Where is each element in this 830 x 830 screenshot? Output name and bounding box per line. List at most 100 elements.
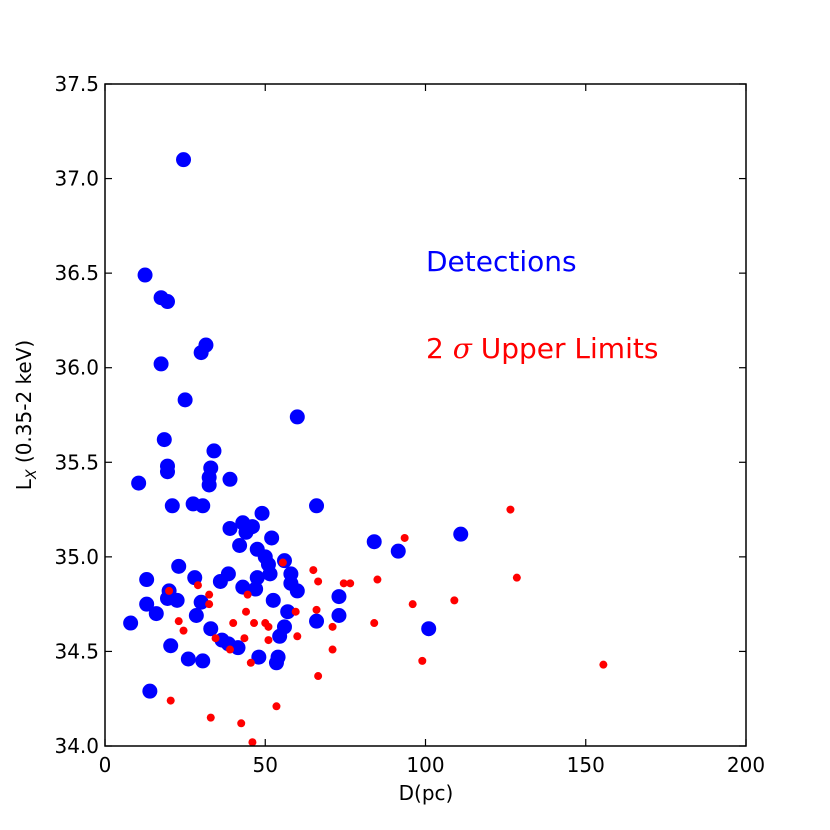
x-tick-label: 0	[99, 753, 112, 777]
axis-ticks: 0 50 100 150 200 34.0 34.5 35.0 35.5 36.0 36.5 37.0…	[54, 72, 765, 777]
upper-limit-point	[346, 579, 355, 588]
upper-limit-point	[450, 596, 459, 605]
upper-limit-point	[264, 622, 273, 631]
upper-limit-point	[314, 577, 323, 586]
upper-limit-point	[328, 622, 337, 631]
detection-point	[156, 432, 172, 448]
detection-point	[390, 543, 406, 559]
detection-point	[139, 572, 155, 588]
upper-limit-point	[237, 719, 246, 728]
detection-point	[309, 498, 325, 514]
x-tick-label: 100	[406, 753, 444, 777]
y-tick-label: 37.5	[54, 72, 99, 96]
detection-point	[331, 607, 347, 623]
detection-point	[148, 606, 164, 622]
detection-point	[137, 267, 153, 283]
upper-limit-point	[370, 619, 379, 628]
y-tick-label: 35.0	[54, 545, 99, 569]
detection-point	[249, 570, 265, 586]
upper-limit-point	[312, 605, 321, 614]
upper-limit-point	[166, 696, 175, 705]
upper-limit-point	[278, 558, 287, 567]
detection-point	[164, 498, 180, 514]
upper-limit-point	[246, 658, 255, 667]
y-tick-label: 37.0	[54, 167, 99, 191]
detection-point	[453, 526, 469, 542]
plot-frame	[104, 83, 747, 747]
upper-limit-point	[179, 626, 188, 635]
detection-point	[163, 638, 179, 654]
upper-limit-point	[243, 590, 252, 599]
detection-point	[251, 649, 267, 665]
upper-limit-point	[193, 581, 202, 590]
detection-point	[289, 583, 305, 599]
detection-point	[421, 621, 437, 637]
detection-point	[265, 592, 281, 608]
annotation-upper-limits: 2 σ Upper Limits	[426, 332, 658, 365]
detection-point	[195, 653, 211, 669]
x-tick-label: 50	[253, 753, 278, 777]
detection-point	[289, 409, 305, 425]
upper-limit-point	[314, 672, 323, 681]
x-axis-label: D(pc)	[399, 781, 454, 805]
detection-point	[159, 464, 175, 480]
upper-limit-point	[205, 600, 214, 609]
upper-limit-point	[512, 573, 521, 582]
detection-point	[212, 573, 228, 589]
detection-point	[131, 475, 147, 491]
upper-limit-point	[211, 634, 220, 643]
upper-limit-point	[599, 660, 608, 669]
detection-point	[272, 628, 288, 644]
upper-limit-point	[272, 702, 281, 711]
detection-point	[222, 520, 238, 536]
upper-limit-point	[291, 607, 300, 616]
upper-limit-point	[400, 533, 409, 542]
upper-limit-point	[206, 713, 215, 722]
detection-point	[280, 604, 296, 620]
detection-point	[153, 356, 169, 372]
detection-point	[203, 621, 219, 637]
detection-point	[159, 294, 175, 310]
detection-point	[123, 615, 139, 631]
detection-point	[195, 498, 211, 514]
y-axis-label: LX (0.35-2 keV)	[12, 340, 40, 490]
detection-point	[331, 589, 347, 605]
y-tick-label: 35.5	[54, 450, 99, 474]
x-tick-label: 150	[567, 753, 605, 777]
detection-point	[264, 530, 280, 546]
upper-limit-point	[240, 634, 249, 643]
y-tick-label: 36.0	[54, 356, 99, 380]
upper-limit-point	[264, 636, 273, 645]
detection-point	[222, 471, 238, 487]
y-tick-label: 34.0	[54, 734, 99, 758]
detection-point	[176, 152, 192, 168]
upper-limit-point	[205, 590, 214, 599]
upper-limit-point	[373, 575, 382, 584]
detection-point	[268, 655, 284, 671]
detection-point	[193, 345, 209, 361]
upper-limit-point	[174, 617, 183, 626]
detection-point	[309, 613, 325, 629]
detection-point	[201, 477, 217, 493]
detection-point	[142, 683, 158, 699]
y-tick-label: 36.5	[54, 261, 99, 285]
y-tick-label: 34.5	[54, 639, 99, 663]
upper-limit-point	[408, 600, 417, 609]
detection-point	[366, 534, 382, 550]
detection-point	[193, 594, 209, 610]
detection-point	[188, 607, 204, 623]
detection-point	[262, 566, 278, 582]
detection-point	[139, 596, 155, 612]
detection-point	[248, 581, 264, 597]
annotation-detections: Detections	[426, 245, 577, 278]
detection-point	[232, 538, 248, 554]
upper-limit-point	[506, 505, 515, 514]
detection-point	[254, 505, 270, 521]
x-tick-label: 200	[727, 753, 765, 777]
upper-limit-point	[242, 607, 251, 616]
upper-limit-point	[328, 645, 337, 654]
upper-limit-point	[225, 645, 234, 654]
detection-point	[169, 592, 185, 608]
detection-point	[171, 558, 187, 574]
